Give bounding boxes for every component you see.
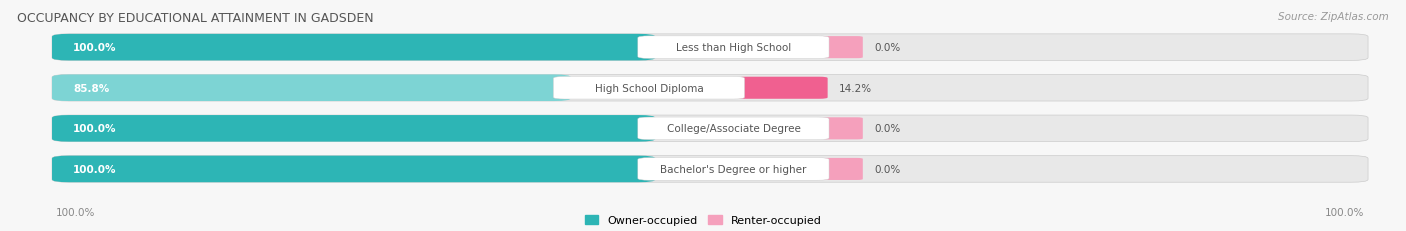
FancyBboxPatch shape: [823, 118, 863, 140]
Text: 100.0%: 100.0%: [1324, 207, 1364, 217]
Text: High School Diploma: High School Diploma: [595, 83, 703, 93]
FancyBboxPatch shape: [823, 158, 863, 180]
FancyBboxPatch shape: [52, 35, 655, 61]
Legend: Owner-occupied, Renter-occupied: Owner-occupied, Renter-occupied: [585, 215, 821, 225]
FancyBboxPatch shape: [823, 37, 863, 59]
Text: 0.0%: 0.0%: [875, 124, 900, 134]
Text: Source: ZipAtlas.com: Source: ZipAtlas.com: [1278, 12, 1389, 21]
Text: Less than High School: Less than High School: [676, 43, 792, 53]
FancyBboxPatch shape: [52, 116, 1368, 142]
Text: 100.0%: 100.0%: [73, 43, 117, 53]
Text: 100.0%: 100.0%: [73, 124, 117, 134]
FancyBboxPatch shape: [52, 75, 571, 102]
FancyBboxPatch shape: [638, 37, 830, 59]
FancyBboxPatch shape: [52, 156, 655, 182]
FancyBboxPatch shape: [554, 77, 745, 100]
FancyBboxPatch shape: [638, 158, 830, 180]
FancyBboxPatch shape: [52, 116, 655, 142]
Text: 0.0%: 0.0%: [875, 164, 900, 174]
Text: Bachelor's Degree or higher: Bachelor's Degree or higher: [661, 164, 807, 174]
Text: 85.8%: 85.8%: [73, 83, 110, 93]
FancyBboxPatch shape: [52, 156, 1368, 182]
Text: OCCUPANCY BY EDUCATIONAL ATTAINMENT IN GADSDEN: OCCUPANCY BY EDUCATIONAL ATTAINMENT IN G…: [17, 12, 374, 24]
Text: 100.0%: 100.0%: [73, 164, 117, 174]
Text: College/Associate Degree: College/Associate Degree: [666, 124, 800, 134]
FancyBboxPatch shape: [738, 77, 828, 99]
Text: 0.0%: 0.0%: [875, 43, 900, 53]
Text: 14.2%: 14.2%: [839, 83, 872, 93]
FancyBboxPatch shape: [638, 118, 830, 140]
Text: 100.0%: 100.0%: [56, 207, 96, 217]
FancyBboxPatch shape: [52, 75, 1368, 102]
FancyBboxPatch shape: [52, 35, 1368, 61]
